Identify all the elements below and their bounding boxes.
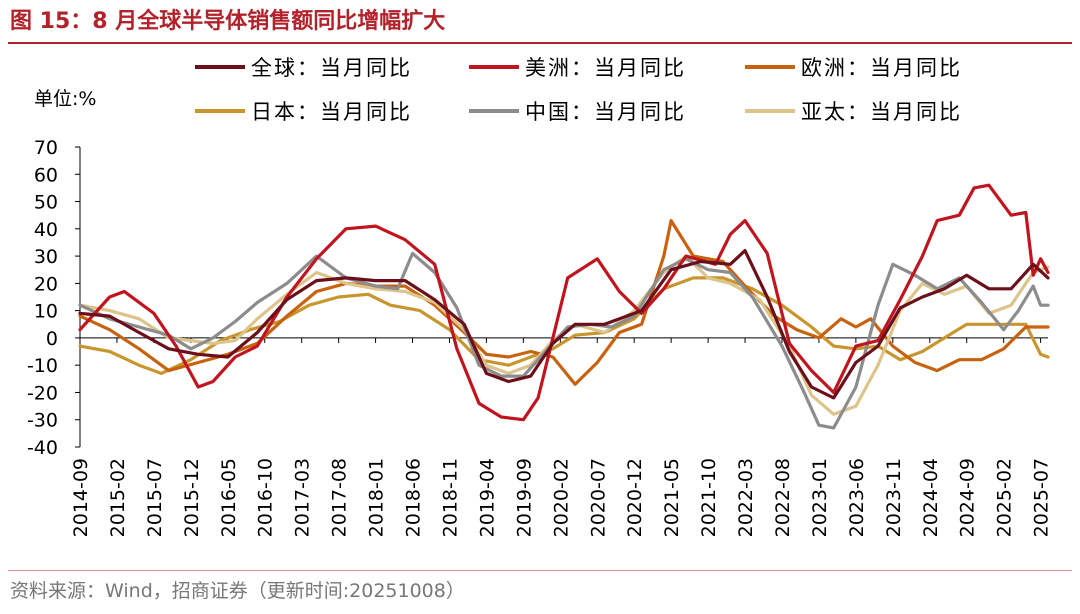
legend-item-asia-pacific: 亚太：当月同比 <box>745 96 962 126</box>
y-tick-label: 70 <box>34 137 58 159</box>
legend-item-americas: 美洲：当月同比 <box>469 52 686 82</box>
legend-swatch-americas <box>469 65 519 69</box>
legend-label-japan: 日本：当月同比 <box>251 100 412 124</box>
line-chart: 70 60 50 40 30 20 10 0 -10 -20 -30 -40 2014-09 2015-0… <box>27 137 1053 537</box>
legend-swatch-china <box>469 109 519 113</box>
series-line-1 <box>78 183 1050 422</box>
y-tick-label: -10 <box>27 355 58 377</box>
y-axis-unit-label: 单位:% <box>34 88 97 110</box>
title-divider <box>8 42 1072 44</box>
x-tick-label: 2018-01 <box>366 458 388 537</box>
y-tick-label: 10 <box>34 301 58 323</box>
x-tick-label: 2015-07 <box>144 458 166 537</box>
figure-title: 图 15：8 月全球半导体销售额同比增幅扩大 <box>10 9 446 34</box>
x-tick-label: 2018-11 <box>439 458 461 537</box>
legend-label-global: 全球：当月同比 <box>251 56 412 80</box>
y-tick-label: -20 <box>27 382 58 404</box>
footer-divider <box>8 570 1072 571</box>
y-tick-label: 0 <box>46 328 58 350</box>
x-tick-label: 2017-08 <box>329 458 351 537</box>
legend-label-china: 中国：当月同比 <box>525 100 686 124</box>
series-line-4 <box>78 251 1050 430</box>
y-tick-label: 60 <box>34 164 58 186</box>
x-tick-label: 2022-08 <box>772 458 794 537</box>
x-tick-label: 2024-09 <box>957 458 979 537</box>
legend-swatch-global <box>195 65 245 69</box>
x-tick-label: 2020-02 <box>550 458 572 537</box>
legend-item-china: 中国：当月同比 <box>469 96 686 126</box>
legend-label-europe: 欧洲：当月同比 <box>801 56 962 80</box>
series-line-5 <box>78 254 1050 416</box>
legend-swatch-japan <box>195 109 245 113</box>
x-tick-label: 2020-07 <box>587 458 609 537</box>
x-tick-label: 2017-03 <box>292 458 314 537</box>
x-tick-label: 2016-10 <box>255 458 277 537</box>
x-tick-label: 2019-04 <box>476 458 498 537</box>
x-tick-label: 2015-02 <box>107 458 129 537</box>
y-tick-label: 30 <box>34 246 58 268</box>
legend-label-asia-pacific: 亚太：当月同比 <box>801 100 962 124</box>
x-tick-label: 2022-03 <box>735 458 757 537</box>
x-tick-label: 2019-09 <box>513 458 535 537</box>
source-note: 资料来源：Wind，招商证券（更新时间:20251008） <box>10 580 465 602</box>
x-tick-label: 2025-02 <box>994 458 1016 537</box>
series-line-0 <box>78 249 1050 400</box>
legend-swatch-europe <box>745 65 795 69</box>
y-tick-label: 50 <box>34 192 58 214</box>
x-tick-label: 2023-01 <box>809 458 831 537</box>
y-tick-label: 40 <box>34 219 58 241</box>
y-tick-label: -30 <box>27 410 58 432</box>
y-tick-label: 20 <box>34 273 58 295</box>
x-tick-label: 2020-12 <box>624 458 646 537</box>
x-tick-label: 2025-07 <box>1031 458 1053 537</box>
x-tick-label: 2024-04 <box>920 458 942 537</box>
x-tick-label: 2023-11 <box>883 458 905 537</box>
x-tick-label: 2016-05 <box>218 458 240 537</box>
legend-item-europe: 欧洲：当月同比 <box>745 52 962 82</box>
y-tick-label: -40 <box>27 437 58 459</box>
legend-swatch-asia-pacific <box>745 109 795 113</box>
legend-label-americas: 美洲：当月同比 <box>525 56 686 80</box>
legend-item-japan: 日本：当月同比 <box>195 96 412 126</box>
x-tick-label: 2018-06 <box>403 458 425 537</box>
x-tick-label: 2014-09 <box>70 458 92 537</box>
x-tick-label: 2023-06 <box>846 458 868 537</box>
x-tick-label: 2021-05 <box>661 458 683 537</box>
series-line-2 <box>78 219 1050 386</box>
legend-item-global: 全球：当月同比 <box>195 52 412 82</box>
x-tick-label: 2015-12 <box>181 458 203 537</box>
x-tick-label: 2021-10 <box>698 458 720 537</box>
